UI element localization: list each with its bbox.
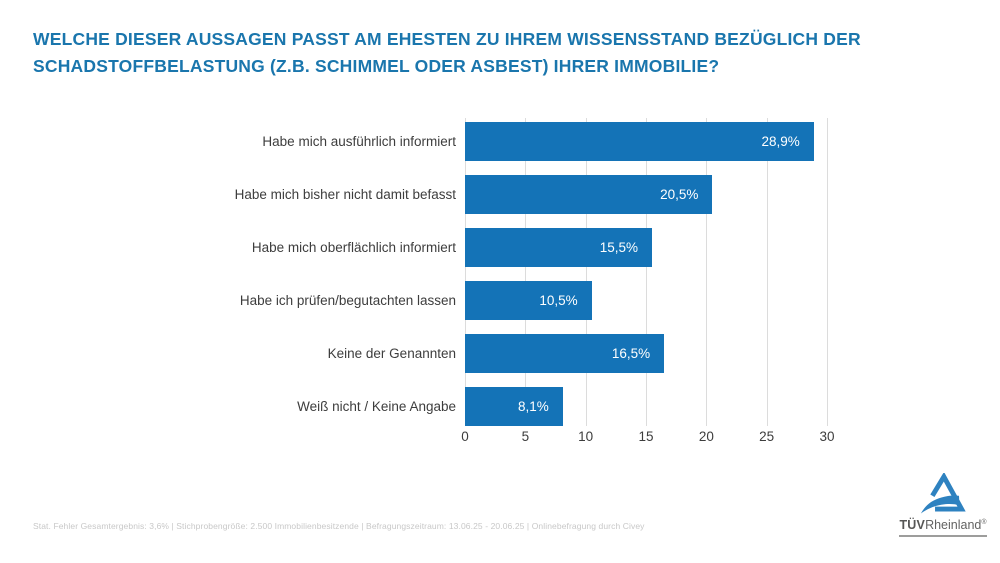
gridline: [585, 118, 587, 426]
category-label: Habe mich oberflächlich informiert: [251, 240, 456, 255]
value-label: 15,5%: [599, 240, 639, 255]
gridline: [646, 118, 647, 426]
source-note: Stat. Fehler Gesamtergebnis: 3,6% | Stic…: [33, 521, 645, 531]
logo-underline: [899, 535, 987, 538]
x-tick-label: 30: [819, 429, 835, 444]
category-label: Weiß nicht / Keine Angabe: [297, 399, 456, 414]
gridline: [827, 118, 828, 426]
x-tick-label: 15: [638, 429, 654, 444]
value-label: 28,9%: [761, 134, 800, 149]
gridline: [465, 118, 466, 426]
page-title: WELCHE DIESER AUSSAGEN PASST AM EHESTEN …: [33, 26, 861, 80]
bar: 10,5%: [465, 281, 592, 320]
gridline: [766, 118, 768, 426]
x-tick-label: 25: [759, 429, 775, 444]
value-label: 20,5%: [660, 187, 699, 202]
gridline: [525, 118, 527, 426]
bar: 28,9%: [465, 122, 814, 161]
logo-wordmark: TÜVRheinland®: [899, 516, 987, 532]
value-label: 10,5%: [539, 293, 578, 308]
category-label: Habe mich bisher nicht damit befasst: [234, 187, 456, 202]
logo-rheinland-text: Rheinland: [925, 518, 982, 533]
bar: 15,5%: [465, 228, 653, 267]
tuv-triangle-icon: [920, 473, 966, 514]
bar: 8,1%: [465, 387, 563, 426]
registered-trademark-symbol: ®: [981, 519, 987, 526]
bar: 16,5%: [465, 334, 665, 373]
gridline: [706, 118, 708, 426]
value-label: 8,1%: [517, 399, 549, 414]
value-label: 16,5%: [611, 346, 651, 361]
logo-tuv-text: TÜV: [899, 518, 926, 533]
title-line: SCHADSTOFFBELASTUNG (Z.B. SCHIMMEL ODER …: [33, 56, 720, 76]
x-tick-label: 10: [578, 429, 594, 444]
bar: 20,5%: [465, 175, 713, 214]
category-label: Keine der Genannten: [327, 346, 456, 361]
x-tick-label: 20: [698, 429, 714, 444]
category-label: Habe ich prüfen/begutachten lassen: [239, 293, 456, 308]
tuv-rheinland-logo: TÜVRheinland®: [899, 473, 987, 538]
category-label: Habe mich ausführlich informiert: [262, 134, 456, 149]
x-tick-label: 0: [461, 429, 469, 444]
x-tick-label: 5: [521, 429, 530, 444]
title-line: WELCHE DIESER AUSSAGEN PASST AM EHESTEN …: [33, 29, 861, 49]
